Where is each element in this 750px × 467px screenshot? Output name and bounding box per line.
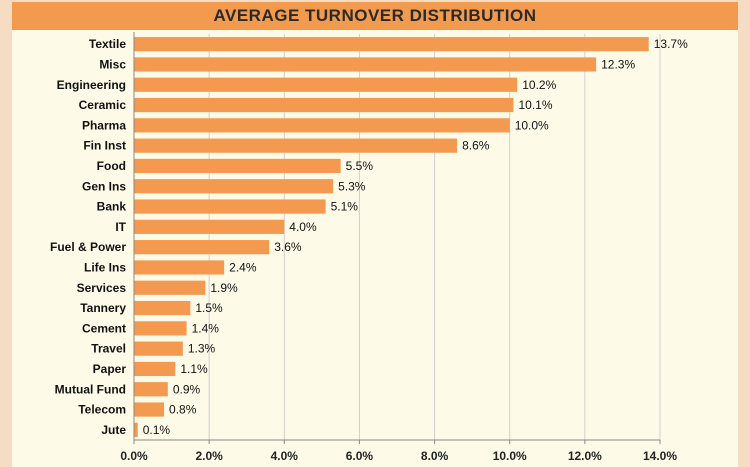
bar-7 xyxy=(134,179,334,194)
bar-13 xyxy=(134,300,191,316)
bar-2 xyxy=(134,77,518,92)
bar-17 xyxy=(134,382,168,397)
value-label-15: 1.3% xyxy=(188,342,216,356)
x-tick-label-2: 4.0% xyxy=(271,449,299,463)
value-label-8: 5.1% xyxy=(331,200,359,214)
value-label-12: 1.9% xyxy=(210,281,238,295)
value-label-5: 8.6% xyxy=(462,139,490,153)
bar-15 xyxy=(134,341,183,356)
category-label-10: Fuel & Power xyxy=(50,240,126,254)
bar-9 xyxy=(134,219,285,234)
x-tick-label-7: 14.0% xyxy=(643,449,677,463)
category-label-14: Cement xyxy=(82,321,126,335)
category-label-4: Pharma xyxy=(82,118,126,132)
bar-4 xyxy=(134,118,510,133)
category-label-0: Textile xyxy=(89,37,126,51)
category-label-5: Fin Inst xyxy=(83,139,126,153)
bar-6 xyxy=(134,158,341,174)
value-label-7: 5.3% xyxy=(338,179,366,193)
category-label-8: Bank xyxy=(97,200,127,214)
value-label-3: 10.1% xyxy=(518,98,552,112)
value-label-16: 1.1% xyxy=(180,362,208,376)
category-label-2: Engineering xyxy=(57,78,126,92)
value-label-11: 2.4% xyxy=(229,260,257,274)
category-label-19: Jute xyxy=(101,423,126,437)
bar-16 xyxy=(134,361,176,377)
value-label-6: 5.5% xyxy=(346,159,374,173)
bar-11 xyxy=(134,260,225,275)
bar-0 xyxy=(134,37,649,52)
value-label-1: 12.3% xyxy=(601,57,635,71)
value-label-9: 4.0% xyxy=(289,220,317,234)
category-label-15: Travel xyxy=(91,342,126,356)
category-label-18: Telecom xyxy=(78,403,126,417)
bar-1 xyxy=(134,57,597,72)
category-label-1: Misc xyxy=(99,57,126,71)
x-tick-label-1: 2.0% xyxy=(195,449,223,463)
value-label-14: 1.4% xyxy=(192,321,220,335)
value-label-18: 0.8% xyxy=(169,403,197,417)
x-tick-label-5: 10.0% xyxy=(493,449,527,463)
bar-3 xyxy=(134,97,514,113)
bar-8 xyxy=(134,199,326,214)
value-label-2: 10.2% xyxy=(522,78,556,92)
chart-title: AVERAGE TURNOVER DISTRIBUTION xyxy=(213,6,537,25)
title-bar: AVERAGE TURNOVER DISTRIBUTION xyxy=(12,2,738,30)
bar-5 xyxy=(134,138,458,153)
x-tick-label-3: 6.0% xyxy=(346,449,374,463)
bar-19 xyxy=(134,422,138,437)
value-label-13: 1.5% xyxy=(195,301,223,315)
category-label-6: Food xyxy=(97,159,126,173)
category-label-9: IT xyxy=(115,220,126,234)
value-label-17: 0.9% xyxy=(173,382,201,396)
bar-14 xyxy=(134,321,187,336)
category-label-13: Tannery xyxy=(80,301,126,315)
category-label-7: Gen Ins xyxy=(82,179,126,193)
bar-18 xyxy=(134,402,165,417)
value-label-19: 0.1% xyxy=(143,423,171,437)
category-label-17: Mutual Fund xyxy=(55,382,126,396)
x-tick-label-4: 8.0% xyxy=(421,449,449,463)
category-label-12: Services xyxy=(77,281,127,295)
x-tick-label-6: 12.0% xyxy=(568,449,602,463)
x-tick-label-0: 0.0% xyxy=(120,449,148,463)
bar-10 xyxy=(134,240,270,255)
value-label-0: 13.7% xyxy=(654,37,688,51)
value-label-10: 3.6% xyxy=(274,240,302,254)
category-label-11: Life Ins xyxy=(84,260,126,274)
value-label-4: 10.0% xyxy=(515,118,549,132)
bar-12 xyxy=(134,280,206,295)
category-label-16: Paper xyxy=(93,362,127,376)
category-label-3: Ceramic xyxy=(79,98,127,112)
